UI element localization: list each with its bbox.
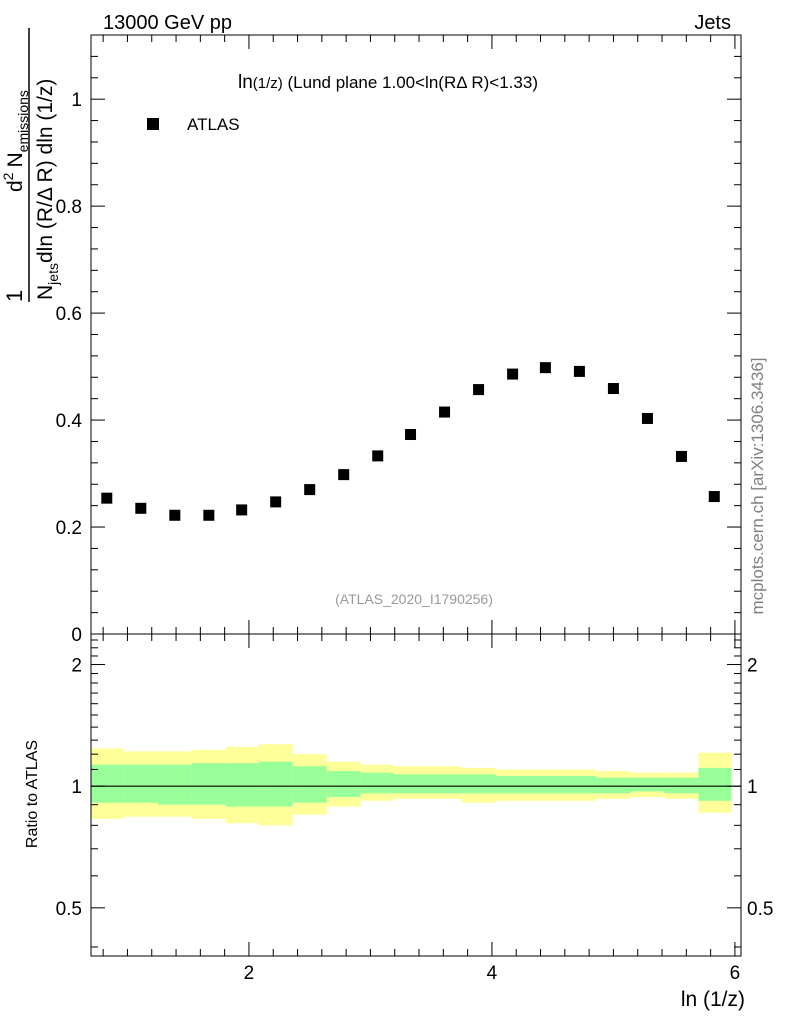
main-y-tick-label: 0.8	[56, 197, 82, 218]
ylabel-d: d	[4, 180, 27, 192]
ratio-band-inner	[562, 775, 597, 794]
ratio-band-inner	[596, 777, 631, 794]
data-point	[708, 491, 720, 503]
data-point	[439, 406, 451, 418]
side-label: mcplots.cern.ch [arXiv:1306.3436]	[748, 357, 767, 614]
ratio-band-inner	[191, 763, 226, 805]
main-y-tick-label: 0.4	[56, 411, 83, 432]
ratio-band-inner	[393, 774, 428, 794]
ratio-y-tick-label-right: 0.5	[747, 899, 773, 920]
ratio-x-ticks: 2 4 6	[102, 634, 741, 984]
ylabel-jets: jets	[45, 263, 61, 286]
main-y-tick-label: 0.2	[56, 518, 82, 539]
main-x-ticks	[102, 35, 736, 634]
ratio-band-inner	[360, 772, 394, 794]
ratio-band-inner	[91, 764, 124, 803]
main-y-tick-label: 0.6	[56, 304, 82, 325]
main-ylabel: 1 Njetsdln (R/Δ R) dln (1/z) d2 Nemission…	[0, 28, 61, 302]
atlas-data-points	[101, 362, 720, 521]
analysis-watermark: (ATLAS_2020_I1790256)	[335, 591, 493, 607]
ratio-band-inner	[326, 771, 361, 798]
header-right: Jets	[694, 12, 731, 34]
main-y-tick-label: 0	[71, 625, 82, 646]
ratio-band-inner	[258, 761, 293, 807]
data-point	[236, 504, 248, 516]
data-point	[372, 450, 384, 462]
ratio-plot-frame	[90, 633, 742, 957]
ratio-y-tick-label: 0.5	[56, 899, 82, 920]
data-point	[539, 362, 551, 374]
ratio-y-tick-label: 2	[71, 656, 82, 677]
data-point	[338, 469, 350, 481]
data-point	[641, 412, 653, 424]
ratio-band-inner	[427, 774, 462, 794]
ratio-band-inner	[698, 767, 732, 801]
data-point	[270, 496, 282, 508]
ratio-band-inner	[495, 775, 530, 794]
legend-label: ATLAS	[187, 115, 240, 134]
ylabel-numerator: d2 Nemissions	[0, 90, 31, 192]
data-point	[405, 429, 417, 441]
header-left: 13000 GeV pp	[103, 12, 232, 34]
ratio-band-inner	[123, 764, 158, 803]
data-point	[573, 365, 585, 377]
ratio-band-inner	[225, 763, 259, 807]
data-point	[203, 509, 215, 521]
plot-title-rest: (Lund plane 1.00<ln(RΔ R)<1.33)	[283, 73, 538, 92]
ratio-y-ticks: 0.5 0.5 1 1 2 2	[56, 639, 773, 948]
ratio-y-tick-label-right: 2	[747, 656, 758, 677]
data-point	[169, 509, 181, 521]
plot-title-sub: (1/z)	[253, 75, 283, 92]
x-tick-label: 6	[730, 963, 741, 984]
main-y-tick-label: 1	[71, 90, 82, 111]
data-point	[101, 492, 113, 504]
ylabel-n: N	[34, 285, 57, 300]
ylabel-denominator: Njetsdln (R/Δ R) dln (1/z)	[34, 79, 61, 300]
ratio-band-inner	[664, 777, 699, 794]
ylabel-dln: dln (R/Δ R) dln (1/z)	[34, 79, 57, 263]
ratio-ylabel: Ratio to ATLAS	[24, 740, 41, 848]
data-point	[675, 450, 687, 462]
ylabel-one: 1	[2, 290, 27, 302]
ratio-band-inner	[461, 774, 496, 794]
ratio-y-tick-label-right: 1	[747, 777, 758, 798]
ylabel-emissions: emissions	[15, 90, 31, 152]
ratio-band-inner	[292, 766, 327, 803]
data-point	[507, 368, 519, 380]
plot-title-main: ln	[238, 72, 253, 93]
x-tick-label: 4	[487, 963, 498, 984]
data-point	[607, 383, 619, 395]
main-y-ticks: 0 0.2 0.4 0.6 0.8 1	[56, 55, 741, 646]
ratio-bands	[91, 744, 732, 826]
data-point	[135, 502, 147, 514]
plot-title: ln(1/z) (Lund plane 1.00<ln(RΔ R)<1.33)	[238, 72, 538, 93]
ylabel-N: N	[4, 152, 27, 167]
data-point	[304, 484, 316, 496]
x-tick-label: 2	[244, 963, 255, 984]
legend-marker	[147, 118, 159, 130]
ratio-band-inner	[529, 775, 563, 794]
ratio-y-tick-label: 1	[71, 777, 82, 798]
ylabel-d2: 2	[0, 172, 16, 180]
ratio-band-inner	[157, 764, 192, 805]
ratio-band-inner	[630, 777, 665, 792]
x-axis-label: ln (1/z)	[681, 988, 745, 1011]
data-point	[473, 384, 485, 396]
